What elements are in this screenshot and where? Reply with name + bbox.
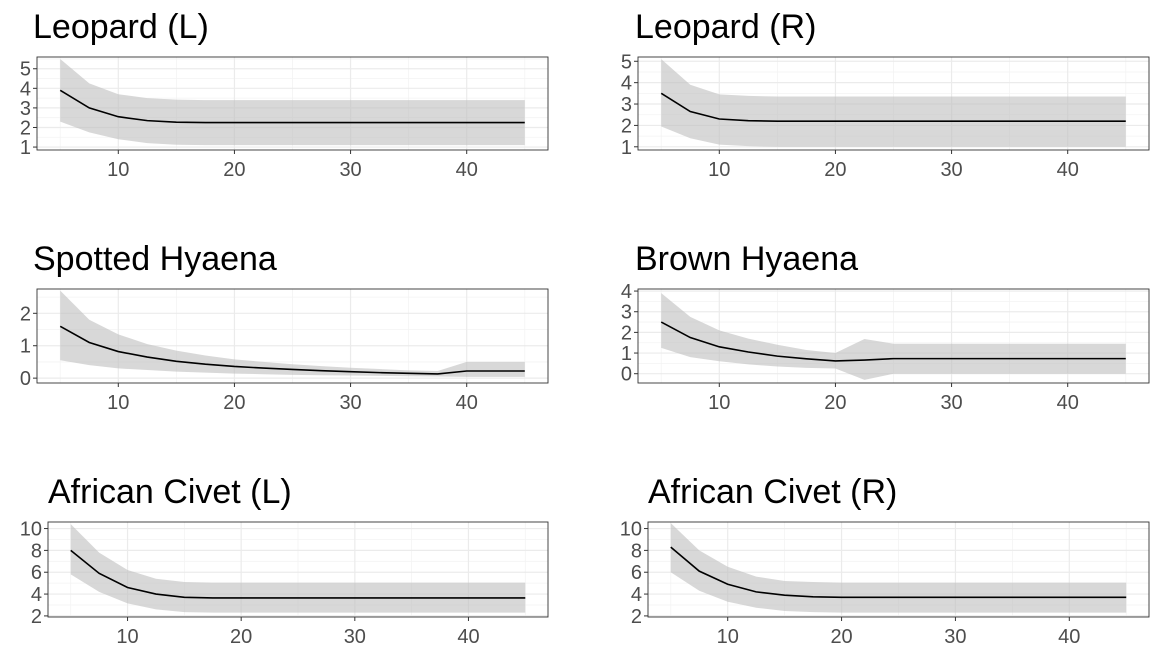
confidence-band-african-civet-r bbox=[670, 523, 1127, 613]
x-tick-label: 10 bbox=[717, 626, 739, 648]
x-tick-label: 40 bbox=[1057, 392, 1079, 414]
y-tick-label: 2 bbox=[631, 606, 642, 628]
y-tick-label: 2 bbox=[20, 117, 31, 139]
x-tick-label: 30 bbox=[344, 626, 366, 648]
series-line-brown-hyaena bbox=[660, 321, 1126, 362]
y-tick-label: 3 bbox=[20, 98, 31, 120]
y-tick-label: 4 bbox=[621, 73, 632, 95]
y-tick-label: 1 bbox=[20, 336, 31, 358]
y-tick-label: 5 bbox=[20, 59, 31, 81]
confidence-band-leopard-r bbox=[661, 59, 1126, 147]
x-tick-label: 40 bbox=[1058, 626, 1080, 648]
x-tick-label: 20 bbox=[230, 626, 252, 648]
x-tick-label: 40 bbox=[456, 159, 478, 181]
y-tick-label: 8 bbox=[631, 540, 642, 562]
x-tick-label: 10 bbox=[708, 392, 730, 414]
panel-title-leopard-l: Leopard (L) bbox=[33, 8, 209, 46]
y-tick-label: 0 bbox=[621, 364, 632, 386]
x-tick-label: 30 bbox=[940, 392, 962, 414]
y-tick-label: 2 bbox=[31, 606, 42, 628]
panel-border bbox=[637, 288, 1150, 384]
panel-title-african-civet-l: African Civet (L) bbox=[48, 473, 292, 511]
y-tick-label: 5 bbox=[621, 51, 632, 73]
y-tick-label: 3 bbox=[621, 94, 632, 116]
x-tick-label: 20 bbox=[824, 159, 846, 181]
y-tick-label: 1 bbox=[621, 343, 632, 365]
x-tick-label: 30 bbox=[339, 392, 361, 414]
panel-title-spotted-hyaena: Spotted Hyaena bbox=[33, 240, 277, 278]
confidence-band-spotted-hyaena bbox=[60, 290, 525, 377]
panel-title-african-civet-r: African Civet (R) bbox=[648, 473, 897, 511]
x-tick-label: 20 bbox=[830, 626, 852, 648]
x-tick-label: 10 bbox=[107, 159, 129, 181]
x-tick-label: 40 bbox=[1057, 159, 1079, 181]
y-tick-label: 10 bbox=[620, 519, 642, 541]
x-tick-label: 40 bbox=[456, 392, 478, 414]
x-tick-label: 10 bbox=[708, 159, 730, 181]
series-line-african-civet-l bbox=[70, 549, 526, 599]
y-tick-label: 1 bbox=[20, 137, 31, 159]
x-tick-label: 20 bbox=[223, 159, 245, 181]
y-tick-label: 10 bbox=[20, 519, 42, 541]
panel-title-leopard-r: Leopard (R) bbox=[635, 8, 816, 46]
y-tick-label: 4 bbox=[631, 584, 642, 606]
y-tick-label: 2 bbox=[20, 303, 31, 325]
confidence-band-leopard-l bbox=[60, 58, 525, 146]
y-tick-label: 2 bbox=[621, 322, 632, 344]
y-tick-label: 2 bbox=[621, 115, 632, 137]
series-line-leopard-l bbox=[59, 89, 525, 124]
panel-border bbox=[36, 56, 549, 151]
x-tick-label: 20 bbox=[223, 392, 245, 414]
panel-spotted-hyaena: Spotted Hyaena 10 20 30 40 0 1 2 bbox=[20, 240, 549, 414]
y-tick-label: 8 bbox=[31, 540, 42, 562]
y-tick-label: 0 bbox=[20, 368, 31, 390]
y-tick-label: 4 bbox=[20, 78, 31, 100]
x-tick-label: 10 bbox=[107, 392, 129, 414]
x-tick-label: 30 bbox=[944, 626, 966, 648]
series-line-african-civet-r bbox=[670, 546, 1127, 599]
y-tick-label: 4 bbox=[621, 281, 632, 303]
x-tick-label: 40 bbox=[457, 626, 479, 648]
y-tick-label: 1 bbox=[621, 137, 632, 159]
y-tick-label: 3 bbox=[621, 302, 632, 324]
x-tick-label: 30 bbox=[339, 159, 361, 181]
x-tick-label: 10 bbox=[116, 626, 138, 648]
panel-border bbox=[47, 521, 549, 618]
panel-title-brown-hyaena: Brown Hyaena bbox=[635, 240, 858, 278]
panel-border bbox=[637, 56, 1150, 151]
panel-border bbox=[647, 521, 1150, 618]
series-line-spotted-hyaena bbox=[59, 325, 525, 375]
panel-border bbox=[36, 288, 549, 384]
confidence-band-african-civet-l bbox=[70, 524, 526, 613]
y-tick-label: 6 bbox=[31, 562, 42, 584]
y-tick-label: 6 bbox=[631, 562, 642, 584]
series-line-leopard-r bbox=[660, 92, 1126, 122]
x-tick-label: 30 bbox=[940, 159, 962, 181]
x-tick-label: 20 bbox=[824, 392, 846, 414]
y-tick-label: 4 bbox=[31, 584, 42, 606]
